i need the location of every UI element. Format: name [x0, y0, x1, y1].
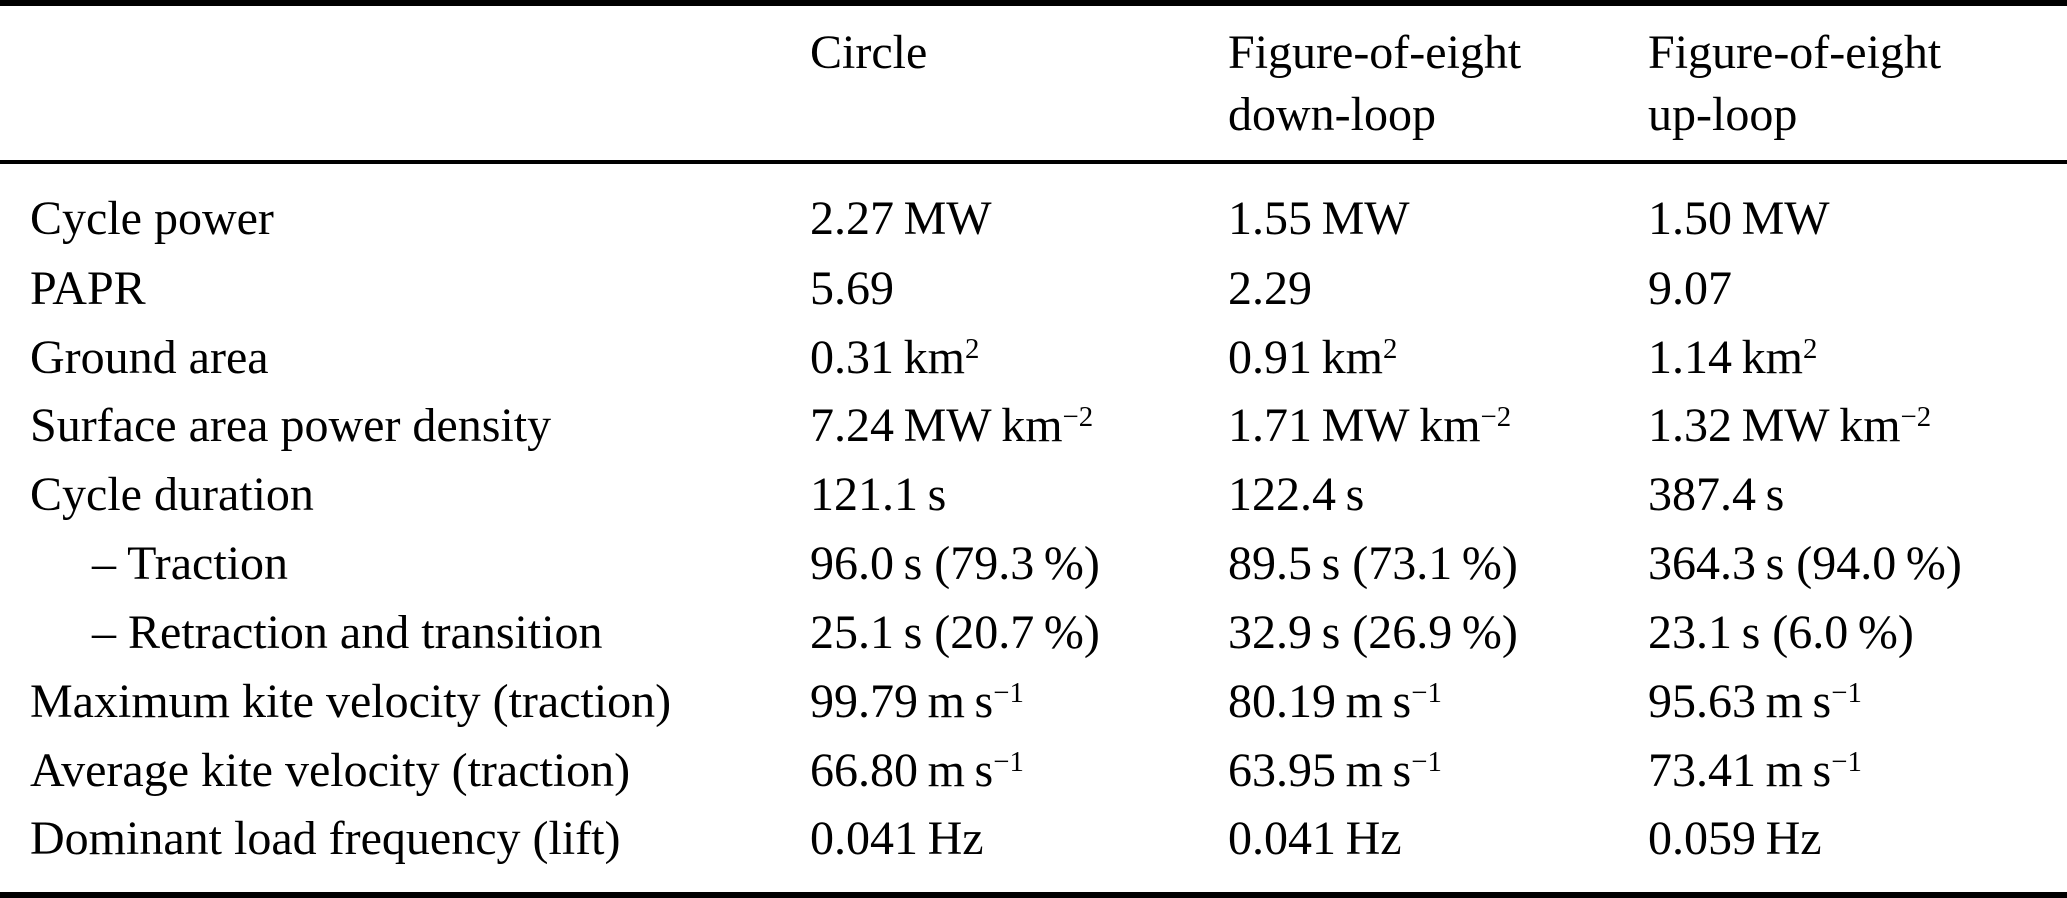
row-value-circle: 7.24 MW km−2: [810, 399, 1094, 453]
unit-exponent: −1: [993, 676, 1024, 709]
row-value-fig8-up: 0.059 Hz: [1648, 812, 1822, 866]
row-value-fig8-down: 2.29: [1228, 261, 1312, 315]
row-value-fig8-up: 23.1 s (6.0 %): [1648, 605, 1914, 659]
unit-exponent: −1: [1831, 745, 1862, 778]
column-header-circle: Circle: [810, 3, 1228, 162]
row-value-fig8-down: 63.95 m s−1: [1228, 743, 1442, 797]
row-value-fig8-down: 0.91 km2: [1228, 330, 1398, 384]
table-row: Cycle duration 121.1 s 122.4 s 387.4 s: [0, 462, 2067, 531]
row-label: Ground area: [30, 330, 269, 384]
row-value-circle: 5.69: [810, 261, 894, 315]
row-label: Cycle duration: [30, 468, 314, 522]
row-value-circle: 121.1 s: [810, 468, 947, 522]
row-label: Cycle power: [30, 192, 274, 245]
table-row: PAPR 5.69 2.29 9.07: [0, 256, 2067, 325]
unit-exponent: 2: [1802, 332, 1818, 365]
row-label: – Retraction and transition: [92, 605, 603, 659]
unit-exponent: 2: [1382, 332, 1398, 365]
row-value-fig8-down: 1.71 MW km−2: [1228, 399, 1512, 453]
row-label: Dominant load frequency (lift): [30, 812, 621, 866]
unit-exponent: −1: [993, 745, 1024, 778]
row-value-fig8-up: 364.3 s (94.0 %): [1648, 537, 1962, 591]
row-value-fig8-down: 32.9 s (26.9 %): [1228, 605, 1518, 659]
table-row: Ground area 0.31 km2 0.91 km2 1.14 km2: [0, 325, 2067, 394]
unit-exponent: −1: [1831, 676, 1862, 709]
row-value-circle: 2.27 MW: [810, 192, 992, 245]
row-value-fig8-down: 89.5 s (73.1 %): [1228, 537, 1518, 591]
row-label: – Traction: [92, 537, 289, 591]
unit-exponent: −1: [1411, 745, 1442, 778]
row-value-circle: 99.79 m s−1: [810, 674, 1024, 728]
table-row: Surface area power density 7.24 MW km−2 1.…: [0, 393, 2067, 462]
row-label: Surface area power density: [30, 399, 552, 453]
column-header-line: up-loop: [1648, 88, 1798, 141]
row-value-circle: 25.1 s (20.7 %): [810, 605, 1100, 659]
row-label: PAPR: [30, 261, 146, 315]
column-header-line: down-loop: [1228, 88, 1436, 141]
unit-exponent: −1: [1411, 676, 1442, 709]
row-value-fig8-up: 1.32 MW km−2: [1648, 399, 1932, 453]
table-header-row: Circle Figure-of-eight down-loop Figure-of-…: [0, 3, 2067, 162]
row-value-fig8-down: 1.55 MW: [1228, 192, 1410, 245]
row-value-fig8-up: 1.14 km2: [1648, 330, 1818, 384]
table-row: Dominant load frequency (lift) 0.041 Hz 0.…: [0, 806, 2067, 895]
row-value-fig8-down: 80.19 m s−1: [1228, 674, 1442, 728]
table-row: Cycle power 2.27 MW 1.55 MW 1.50 MW: [0, 162, 2067, 256]
column-header-fig8-down: Figure-of-eight down-loop: [1228, 3, 1648, 162]
row-value-fig8-down: 0.041 Hz: [1228, 812, 1402, 866]
row-value-fig8-down: 122.4 s: [1228, 468, 1365, 522]
row-value-fig8-up: 1.50 MW: [1648, 192, 1830, 245]
column-header-line: Circle: [810, 26, 928, 79]
unit-exponent: −2: [1062, 401, 1094, 434]
unit-exponent: −2: [1480, 401, 1512, 434]
row-value-circle: 66.80 m s−1: [810, 743, 1024, 797]
row-value-fig8-up: 9.07: [1648, 261, 1732, 315]
table-row: Average kite velocity (traction) 66.80 m …: [0, 738, 2067, 807]
row-value-fig8-up: 73.41 m s−1: [1648, 743, 1862, 797]
column-header-fig8-up: Figure-of-eight up-loop: [1648, 3, 2067, 162]
table-row: Maximum kite velocity (traction) 99.79 m …: [0, 669, 2067, 738]
unit-exponent: −2: [1900, 401, 1932, 434]
row-value-fig8-up: 387.4 s: [1648, 468, 1785, 522]
unit-exponent: 2: [964, 332, 980, 365]
row-value-fig8-up: 95.63 m s−1: [1648, 674, 1862, 728]
column-header-line: Figure-of-eight: [1228, 26, 1522, 79]
row-value-circle: 0.041 Hz: [810, 812, 984, 866]
table-row: – Traction 96.0 s (79.3 %) 89.5 s (73.1 %)…: [0, 531, 2067, 600]
table-header: Circle Figure-of-eight down-loop Figure-of-…: [0, 3, 2067, 162]
table-body: Cycle power 2.27 MW 1.55 MW 1.50 MW PAPR 5.69…: [0, 162, 2067, 895]
column-header-line: Figure-of-eight: [1648, 26, 1942, 79]
table-row: – Retraction and transition 25.1 s (20.7 …: [0, 600, 2067, 669]
row-label: Maximum kite velocity (traction): [30, 674, 672, 728]
row-value-circle: 0.31 km2: [810, 330, 980, 384]
column-header-metric: [0, 3, 810, 162]
row-value-circle: 96.0 s (79.3 %): [810, 537, 1100, 591]
row-label: Average kite velocity (traction): [30, 743, 631, 797]
